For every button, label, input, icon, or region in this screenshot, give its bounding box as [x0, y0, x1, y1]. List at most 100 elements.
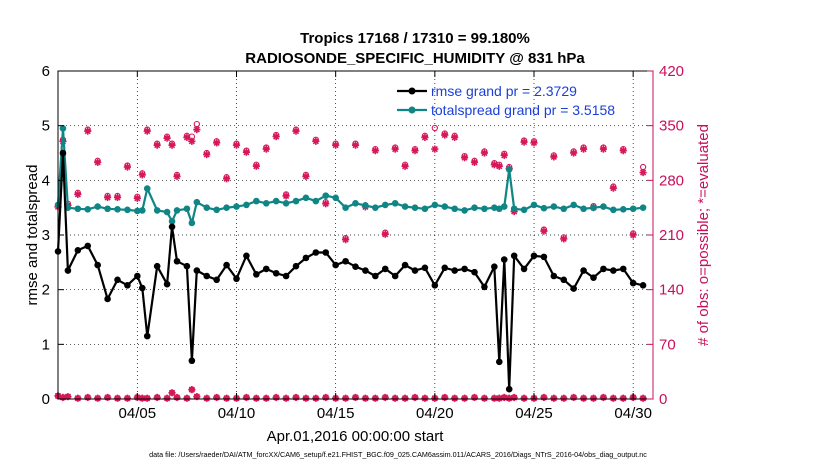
rmse-point	[282, 272, 290, 280]
obs-evaluated-point	[113, 193, 122, 202]
obs-rejected-point	[361, 394, 370, 402]
obs-evaluated-point	[193, 125, 201, 134]
obs-rejected-point	[550, 394, 558, 402]
rmse-point	[481, 283, 488, 291]
rmse-point	[94, 261, 101, 269]
y-axis-label-left: rmse and totalspread	[24, 165, 41, 306]
rmse-point	[213, 276, 220, 284]
y-tick-label-right: 420	[659, 63, 684, 80]
y-tick-label-left: 4	[42, 172, 50, 189]
totalspread-point	[59, 125, 67, 132]
obs-rejected-point	[371, 394, 379, 402]
obs-evaluated-point	[188, 137, 196, 145]
obs-evaluated-point	[173, 172, 181, 181]
totalspread-point	[411, 204, 419, 211]
y-axis-label-right: # of obs: o=possible; *=evaluated	[695, 124, 712, 346]
totalspread-point	[550, 203, 558, 210]
obs-evaluated-point	[168, 141, 176, 149]
rmse-point	[104, 295, 111, 303]
obs-rejected-point	[520, 394, 528, 402]
rmse-point	[253, 271, 260, 278]
obs-rejected-point	[391, 394, 399, 402]
obs-evaluated-point	[341, 236, 350, 244]
y-tick-label-left: 5	[42, 118, 50, 135]
obs-evaluated-point	[599, 145, 608, 153]
obs-evaluated-point	[495, 162, 503, 170]
rmse-point	[59, 149, 67, 157]
obs-rejected-point	[560, 394, 568, 402]
totalspread-point	[451, 205, 458, 213]
obs-rejected-point	[451, 394, 459, 402]
rmse-point	[580, 267, 587, 274]
totalspread-point	[322, 192, 330, 199]
obs-evaluated-point	[163, 134, 171, 142]
totalspread-point	[391, 199, 399, 207]
obs-rejected-point	[163, 394, 171, 402]
rmse-point	[183, 262, 191, 270]
y-tick-label-left: 1	[42, 336, 50, 353]
obs-evaluated-point	[282, 192, 290, 200]
totalspread-point	[138, 207, 146, 214]
obs-evaluated-point	[451, 133, 459, 141]
obs-possible-point	[193, 120, 200, 128]
obs-evaluated-point	[560, 235, 568, 243]
obs-evaluated-point	[143, 127, 151, 135]
obs-rejected-point	[505, 394, 513, 402]
totalspread-point	[471, 204, 478, 211]
obs-evaluated-point	[203, 150, 211, 159]
obs-evaluated-point	[252, 162, 260, 170]
obs-rejected-point	[84, 393, 92, 402]
rmse-point	[411, 267, 419, 274]
totalspread-point	[461, 207, 468, 214]
y-tick-label-right: 0	[659, 391, 667, 408]
rmse-point	[168, 223, 176, 231]
rmse-point	[639, 281, 647, 289]
legend-rmse-label: rmse grand pr = 2.3729	[431, 83, 577, 99]
rmse-point	[570, 285, 577, 292]
obs-evaluated-point	[480, 149, 489, 157]
obs-evaluated-point	[411, 147, 419, 155]
obs-rejected-point	[213, 393, 221, 402]
rmse-point	[461, 265, 468, 273]
totalspread-point	[302, 194, 310, 202]
rmse-point	[342, 257, 349, 265]
totalspread-point	[639, 204, 647, 211]
totalspread-point	[292, 197, 300, 205]
rmse-point	[124, 281, 131, 289]
rmse-point	[203, 272, 211, 280]
x-tick-label: 04/15	[317, 405, 355, 422]
obs-rejected-point	[312, 394, 320, 402]
obs-rejected-point	[113, 394, 122, 402]
totalspread-point	[431, 201, 439, 209]
rmse-point	[272, 269, 280, 277]
obs-rejected-point	[609, 394, 617, 402]
obs-evaluated-point	[441, 131, 449, 139]
obs-evaluated-point	[292, 127, 300, 135]
obs-rejected-point	[411, 393, 419, 402]
totalspread-point	[352, 199, 359, 207]
obs-evaluated-point	[84, 127, 92, 135]
obs-evaluated-point	[351, 141, 360, 149]
totalspread-point	[312, 197, 320, 205]
rmse-point	[74, 247, 82, 254]
rmse-point	[243, 252, 250, 260]
obs-rejected-point	[441, 393, 449, 402]
obs-evaluated-point	[222, 175, 231, 183]
totalspread-point	[629, 205, 637, 213]
rmse-point	[312, 249, 320, 256]
obs-evaluated-point	[460, 154, 469, 162]
obs-evaluated-point	[74, 190, 82, 198]
obs-rejected-point	[619, 394, 627, 402]
rmse-point	[163, 280, 171, 288]
rmse-point	[451, 267, 458, 274]
rmse-point	[188, 357, 196, 365]
rmse-point	[292, 262, 300, 270]
obs-evaluated-point	[540, 227, 548, 235]
obs-rejected-point	[570, 393, 578, 402]
rmse-point	[233, 275, 240, 283]
x-axis-label: Apr.01,2016 00:00:00 start	[267, 428, 445, 445]
legend-rmse-marker	[408, 87, 416, 95]
obs-evaluated-point	[550, 153, 558, 161]
obs-evaluated-point	[272, 133, 280, 141]
totalspread-point	[600, 203, 607, 210]
